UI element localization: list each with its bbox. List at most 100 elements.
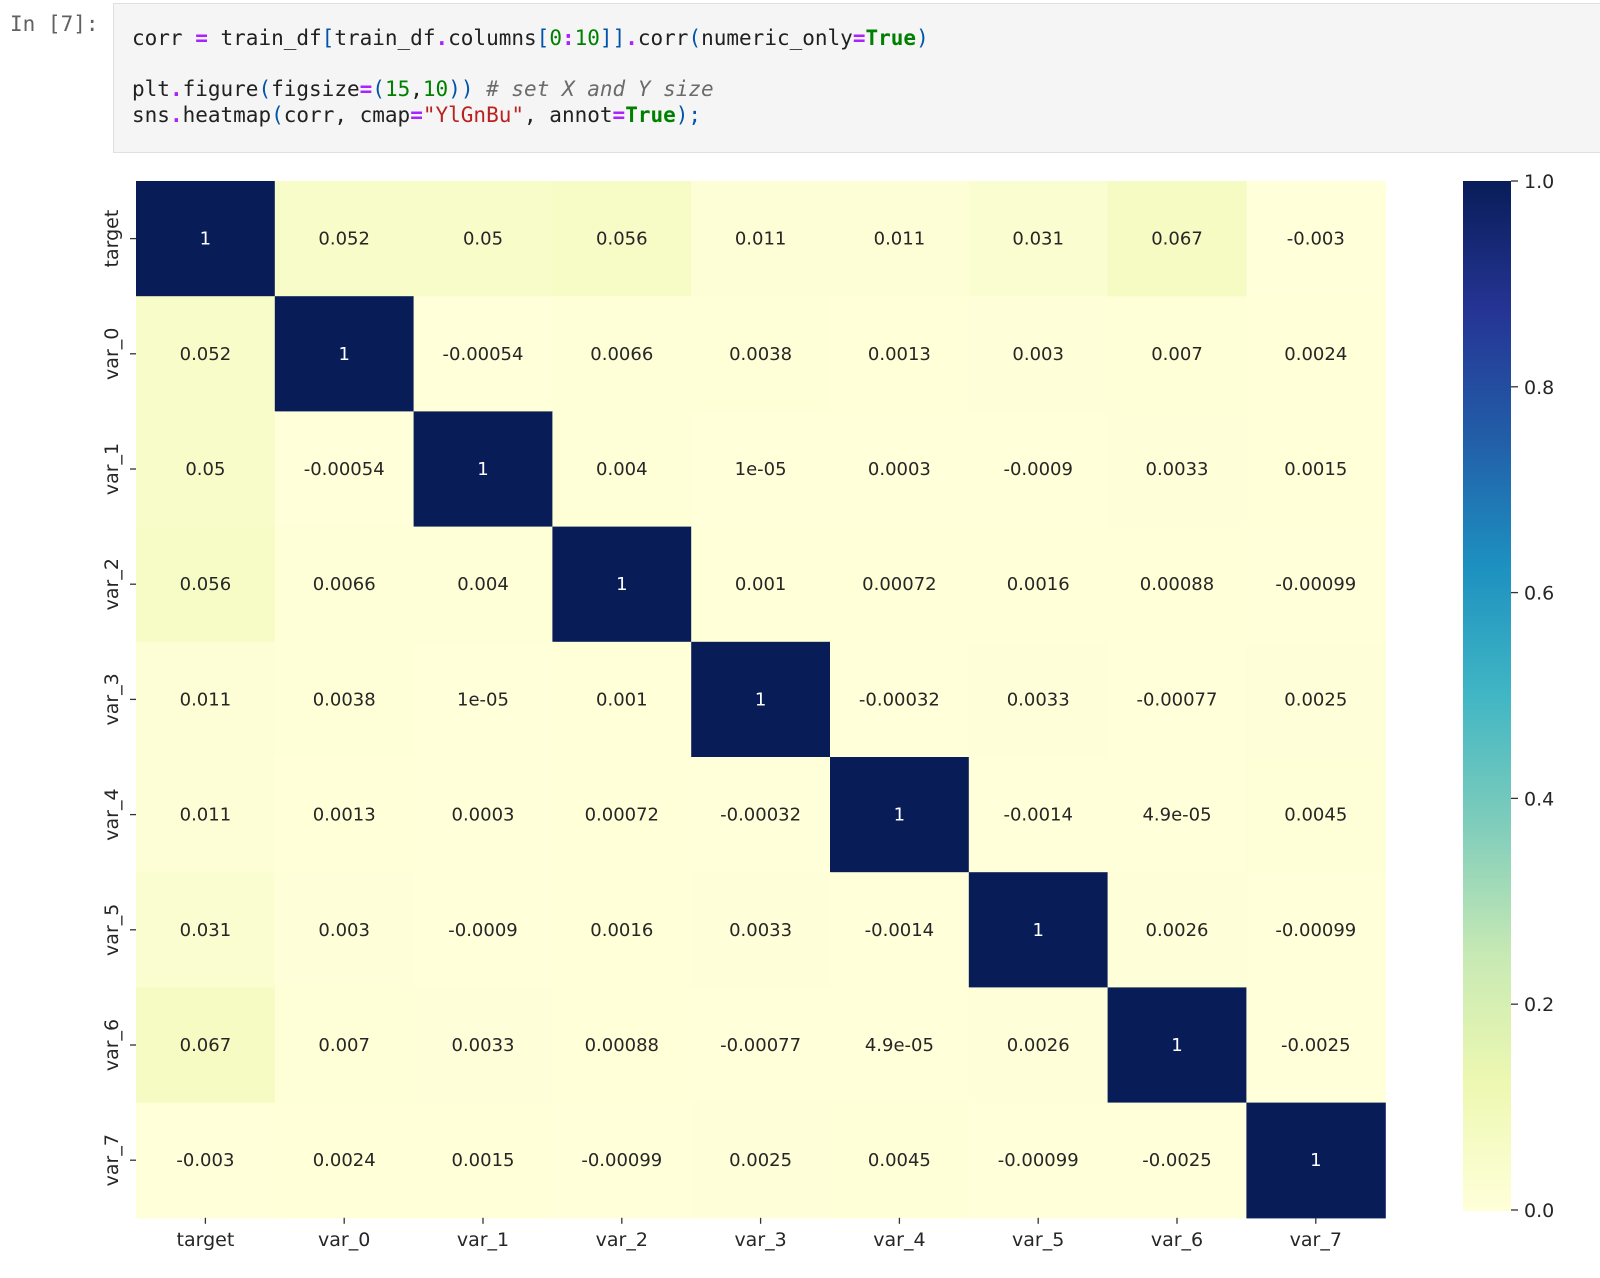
heatmap-annotation: -0.00099 xyxy=(581,1150,662,1171)
heatmap-cell-target-var_7 xyxy=(1246,181,1386,297)
heatmap-annotation: 0.007 xyxy=(1151,344,1203,365)
heatmap-cell-var_6-var_2 xyxy=(552,987,692,1104)
heatmap-annotation: 0.0066 xyxy=(313,574,376,595)
heatmap-cell-var_0-var_0 xyxy=(274,296,415,412)
heatmap-annotation: 0.0013 xyxy=(313,805,376,826)
heatmap-cell-var_3-var_0 xyxy=(274,641,415,758)
heatmap-annotation: -0.0014 xyxy=(1003,805,1072,826)
heatmap-annotation: 1 xyxy=(477,459,488,480)
heatmap-cell-var_0-var_2 xyxy=(552,296,692,412)
heatmap-cell-target-var_6 xyxy=(1107,181,1247,297)
heatmap-cell-var_3-target xyxy=(136,641,276,758)
code-line-2: plt.figure(figsize=(15,10)) # set X and … xyxy=(132,77,714,101)
heatmap-annotation: 0.031 xyxy=(180,920,232,941)
heatmap-cell-target-var_4 xyxy=(830,181,970,297)
heatmap-annotation: 0.0033 xyxy=(1007,689,1070,710)
heatmap-cell-var_7-var_7 xyxy=(1246,1102,1386,1219)
heatmap-cell-var_5-var_0 xyxy=(274,872,415,988)
heatmap-cell-var_5-var_2 xyxy=(552,872,692,988)
heatmap-cell-var_5-var_7 xyxy=(1246,872,1386,988)
colorbar-tick-label: 0.4 xyxy=(1524,788,1554,810)
x-tick-label: var_1 xyxy=(457,1229,509,1251)
heatmap-cell-var_2-var_4 xyxy=(830,526,970,643)
heatmap-cell-var_2-var_0 xyxy=(274,526,415,643)
heatmap-annotation: 0.0015 xyxy=(1284,459,1347,480)
heatmap-annotation: 0.003 xyxy=(1012,344,1064,365)
heatmap-annotation: -0.00054 xyxy=(304,459,385,480)
heatmap-annotation: 0.0045 xyxy=(868,1150,931,1171)
heatmap-cell-var_6-target xyxy=(136,987,276,1104)
heatmap-annotation: 0.0033 xyxy=(729,920,792,941)
heatmap-cell-var_0-var_7 xyxy=(1246,296,1386,412)
heatmap-annotation: 1e-05 xyxy=(457,689,509,710)
heatmap-cell-var_7-target xyxy=(136,1102,276,1219)
heatmap-cell-var_6-var_5 xyxy=(968,987,1109,1104)
heatmap-cell-var_4-var_4 xyxy=(830,757,970,873)
heatmap-cell-var_1-var_5 xyxy=(968,411,1109,528)
heatmap-cell-var_3-var_5 xyxy=(968,641,1109,758)
heatmap-cell-var_4-var_1 xyxy=(413,757,553,873)
cell-prompt: In [7]: xyxy=(10,12,99,36)
y-tick-label: var_1 xyxy=(101,443,123,495)
heatmap-cell-var_5-var_5 xyxy=(968,872,1109,988)
heatmap-cell-var_0-target xyxy=(136,296,276,412)
heatmap-cell-var_3-var_3 xyxy=(691,641,831,758)
heatmap-cell-var_4-var_0 xyxy=(274,757,415,873)
heatmap-cell-var_2-var_2 xyxy=(552,526,692,643)
heatmap-annotation: 0.0016 xyxy=(590,920,653,941)
heatmap-annotation: 1 xyxy=(755,689,766,710)
heatmap-annotation: 0.0003 xyxy=(868,459,931,480)
heatmap-annotation: 4.9e-05 xyxy=(1142,805,1211,826)
heatmap-annotation: -0.00099 xyxy=(1275,920,1356,941)
x-tick-label: var_2 xyxy=(596,1229,648,1251)
heatmap-annotation: 1 xyxy=(1310,1150,1321,1171)
heatmap-annotation: -0.003 xyxy=(1287,229,1345,250)
heatmap-annotation: 0.067 xyxy=(180,1035,232,1056)
heatmap-annotation: 0.0026 xyxy=(1007,1035,1070,1056)
code-cell[interactable]: corr = train_df[train_df.columns[0:10]].… xyxy=(113,3,1600,153)
heatmap-annotation: 0.0024 xyxy=(313,1150,376,1171)
heatmap-cell-var_2-var_5 xyxy=(968,526,1109,643)
y-tick-label: var_4 xyxy=(101,788,123,840)
heatmap-annotation: 1 xyxy=(1171,1035,1182,1056)
x-tick-label: var_6 xyxy=(1151,1229,1203,1251)
heatmap-annotation: 0.011 xyxy=(180,689,232,710)
heatmap-annotation: 0.0013 xyxy=(868,344,931,365)
heatmap-cell-target-target xyxy=(136,181,276,297)
heatmap-annotation: 0.052 xyxy=(180,344,232,365)
heatmap-annotation: 0.00088 xyxy=(585,1035,659,1056)
x-tick-label: var_7 xyxy=(1290,1229,1342,1251)
heatmap-annotation: -0.0014 xyxy=(865,920,934,941)
heatmap-cell-var_1-var_4 xyxy=(830,411,970,528)
heatmap-annotation: 0.0016 xyxy=(1007,574,1070,595)
heatmap-cell-var_6-var_4 xyxy=(830,987,970,1104)
correlation-heatmap: 1 0.052 0.05 0.056 0.011 0.011 0.031 0.067 -0.00… xyxy=(101,171,1554,1251)
heatmap-cell-var_4-var_3 xyxy=(691,757,831,873)
y-tick-label: var_7 xyxy=(101,1134,123,1186)
heatmap-cell-var_3-var_4 xyxy=(830,641,970,758)
heatmap-cell-var_3-var_7 xyxy=(1246,641,1386,758)
heatmap-annotation: 1e-05 xyxy=(735,459,787,480)
heatmap-cell-var_6-var_1 xyxy=(413,987,553,1104)
heatmap-cell-target-var_2 xyxy=(552,181,692,297)
heatmap-annotation: 0.011 xyxy=(735,229,787,250)
heatmap-annotation: 0.0038 xyxy=(313,689,376,710)
heatmap-annotation: 0.011 xyxy=(874,229,926,250)
heatmap-annotation: 0.0025 xyxy=(729,1150,792,1171)
heatmap-annotation: 0.0003 xyxy=(452,805,515,826)
heatmap-annotation: -0.0009 xyxy=(1003,459,1072,480)
x-tick-label: var_5 xyxy=(1012,1229,1064,1251)
x-tick-label: var_4 xyxy=(873,1229,925,1251)
heatmap-annotation: 0.056 xyxy=(180,574,232,595)
y-tick-label: var_6 xyxy=(101,1019,123,1071)
heatmap-cell-target-var_0 xyxy=(274,181,415,297)
heatmap-annotation: 0.00072 xyxy=(585,805,659,826)
heatmap-cell-var_4-var_7 xyxy=(1246,757,1386,873)
heatmap-cell-var_0-var_6 xyxy=(1107,296,1247,412)
heatmap-annotation: 0.00072 xyxy=(862,574,936,595)
heatmap-annotation: 0.0045 xyxy=(1284,805,1347,826)
y-tick-label: var_2 xyxy=(101,558,123,610)
heatmap-annotation: 0.0026 xyxy=(1146,920,1209,941)
heatmap-cell-var_0-var_3 xyxy=(691,296,831,412)
heatmap-cell-var_7-var_4 xyxy=(830,1102,970,1219)
